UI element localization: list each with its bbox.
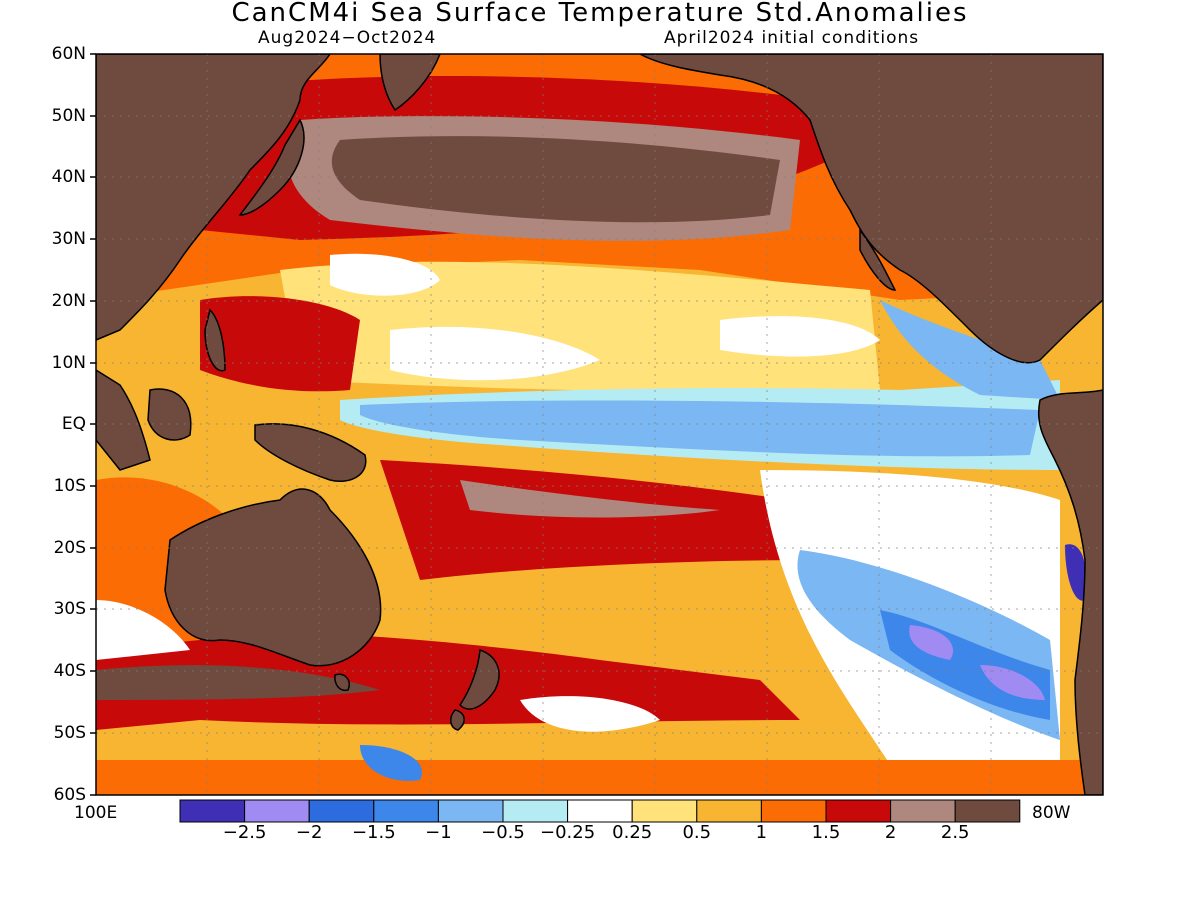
lon-label-west: 100E (74, 803, 118, 823)
colorbar-label: −0.5 (481, 822, 525, 843)
colorbar-swatch (244, 799, 310, 823)
lat-label: 60S (53, 785, 86, 805)
lat-label: 40N (51, 167, 86, 187)
map-grid (96, 54, 1103, 795)
lon-label-east: 80W (1032, 803, 1071, 823)
lat-label: 20S (53, 538, 86, 558)
initial-conditions: April2024 initial conditions (664, 28, 920, 48)
colorbar-swatch (631, 799, 698, 823)
colorbar-swatch (179, 799, 246, 823)
colorbar-label: 0.5 (682, 822, 712, 843)
lat-label: 30S (53, 599, 86, 619)
colorbar-label: −1 (425, 822, 452, 843)
colorbar-label: −1.5 (351, 822, 396, 843)
colorbar-swatch (567, 799, 633, 823)
colorbar-swatch (308, 799, 375, 823)
colorbar-label: 2 (884, 822, 897, 843)
land-masses (96, 54, 1103, 795)
colorbar-swatch (373, 799, 439, 823)
forecast-period: Aug2024−Oct2024 (258, 28, 437, 48)
colorbar-label: 2.5 (940, 822, 970, 843)
colorbar-swatch (825, 799, 892, 823)
colorbar-label: 1.5 (811, 822, 841, 843)
colorbar-label: −0.25 (540, 822, 596, 843)
lat-label: 40S (53, 661, 86, 681)
lat-label: 20N (51, 291, 86, 311)
colorbar-swatch (954, 799, 1021, 823)
lat-label: 60N (51, 44, 86, 64)
lat-label: 10N (51, 353, 86, 373)
lat-label: 30N (51, 229, 86, 249)
map-field (96, 54, 1103, 795)
colorbar-swatch (437, 799, 504, 823)
colorbar (179, 799, 1021, 823)
lat-label: 10S (53, 476, 86, 496)
colorbar-label: −2 (295, 822, 323, 843)
colorbar-swatch (502, 799, 569, 823)
map-title: CanCM4i Sea Surface Temperature Std.Anom… (231, 0, 969, 28)
lat-ticks (90, 53, 96, 796)
colorbar-swatch (760, 799, 827, 823)
colorbar-label: 0.25 (612, 822, 653, 843)
lat-label: 50N (51, 106, 86, 126)
colorbar-swatch (696, 799, 762, 823)
lat-label: EQ (61, 414, 86, 434)
lat-label: 50S (53, 723, 86, 743)
colorbar-label: −2.5 (222, 822, 267, 843)
colorbar-swatch (890, 799, 956, 823)
colorbar-label: 1 (755, 822, 768, 843)
